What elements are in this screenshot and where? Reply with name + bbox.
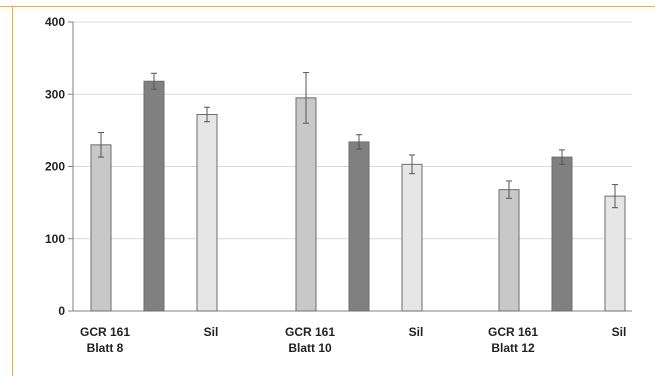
y-tick-label: 300 [45,87,65,101]
y-tick-label: 0 [58,304,65,318]
y-tick-label: 200 [45,160,65,174]
bar [143,80,165,312]
bars [90,80,626,312]
x-category-label: Blatt 10 [288,341,332,355]
bar [498,189,520,312]
y-tick-label: 400 [45,15,65,29]
x-category-label: Blatt 12 [491,341,535,355]
x-category-label: GCR 161 [285,325,335,339]
bar [401,163,423,312]
bar [295,97,317,312]
x-category-label: GCR 161 [488,325,538,339]
bar [348,141,370,312]
bar [604,195,626,312]
bar [90,144,112,312]
frame-top-border [0,6,655,7]
x-category-label: GCR 161 [80,325,130,339]
x-category-label-sil: Sil [612,325,627,339]
error-bars [98,72,618,209]
y-tick-label: 100 [45,232,65,246]
x-category-label-sil: Sil [409,325,424,339]
x-category-label-sil: Sil [204,325,219,339]
bar [551,156,573,312]
frame-left-border [12,6,13,376]
x-category-label: Blatt 8 [87,341,124,355]
bar [196,113,218,312]
tick-labels: 0 100 200 300 400 GCR 161 Blatt 8 Sil GCR 161 Bla… [45,15,626,355]
